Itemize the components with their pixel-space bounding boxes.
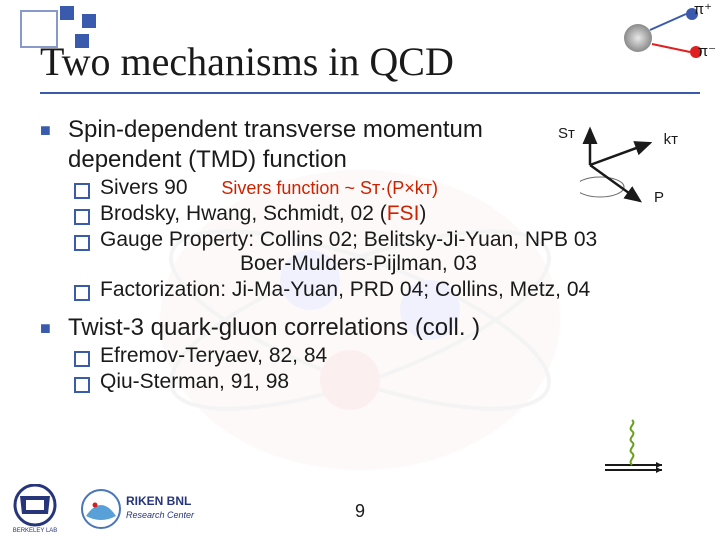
kt-label: kᴛ	[664, 131, 678, 148]
twist3-diagram	[600, 410, 670, 480]
st-label: Sᴛ	[558, 125, 575, 142]
riken-bnl-title: RIKEN BNL	[126, 494, 191, 508]
section2-heading: Twist-3 quark-gluon correlations (coll. …	[40, 314, 690, 342]
footer-logos: BERKELEY LAB RIKEN BNL Research Center	[8, 484, 220, 534]
s1-item3: Gauge Property: Collins 02; Belitsky-Ji-…	[40, 228, 690, 252]
page-number: 9	[355, 501, 365, 522]
riken-bnl-subtitle: Research Center	[126, 510, 194, 520]
pi-minus-label: π⁻	[698, 42, 716, 60]
p-label: P	[654, 189, 664, 206]
title-underline	[40, 92, 700, 94]
s1-item3-cont: Boer-Mulders-Pijlman, 03	[40, 252, 690, 276]
fsi-text: FSI	[387, 202, 420, 225]
pion-diagram: π⁺ π⁻	[592, 2, 712, 72]
pi-plus-label: π⁺	[694, 0, 712, 18]
s2-item1: Efremov-Teryaev, 82, 84	[40, 344, 690, 368]
page-title: Two mechanisms in QCD	[40, 38, 454, 85]
vector-diagram: Sᴛ kᴛ P	[580, 125, 670, 225]
s1-item4: Factorization: Ji-Ma-Yuan, PRD 04; Colli…	[40, 278, 690, 302]
berkeley-lab-logo: BERKELEY LAB	[8, 484, 62, 534]
sivers-text: Sivers 90	[100, 176, 188, 199]
riken-bnl-logo: RIKEN BNL Research Center	[80, 488, 220, 530]
berkeley-lab-text: BERKELEY LAB	[8, 528, 62, 534]
s2-item2: Qiu-Sterman, 91, 98	[40, 370, 690, 394]
sivers-note: Sivers function ~ Sᴛ·(P×kᴛ)	[221, 178, 438, 199]
